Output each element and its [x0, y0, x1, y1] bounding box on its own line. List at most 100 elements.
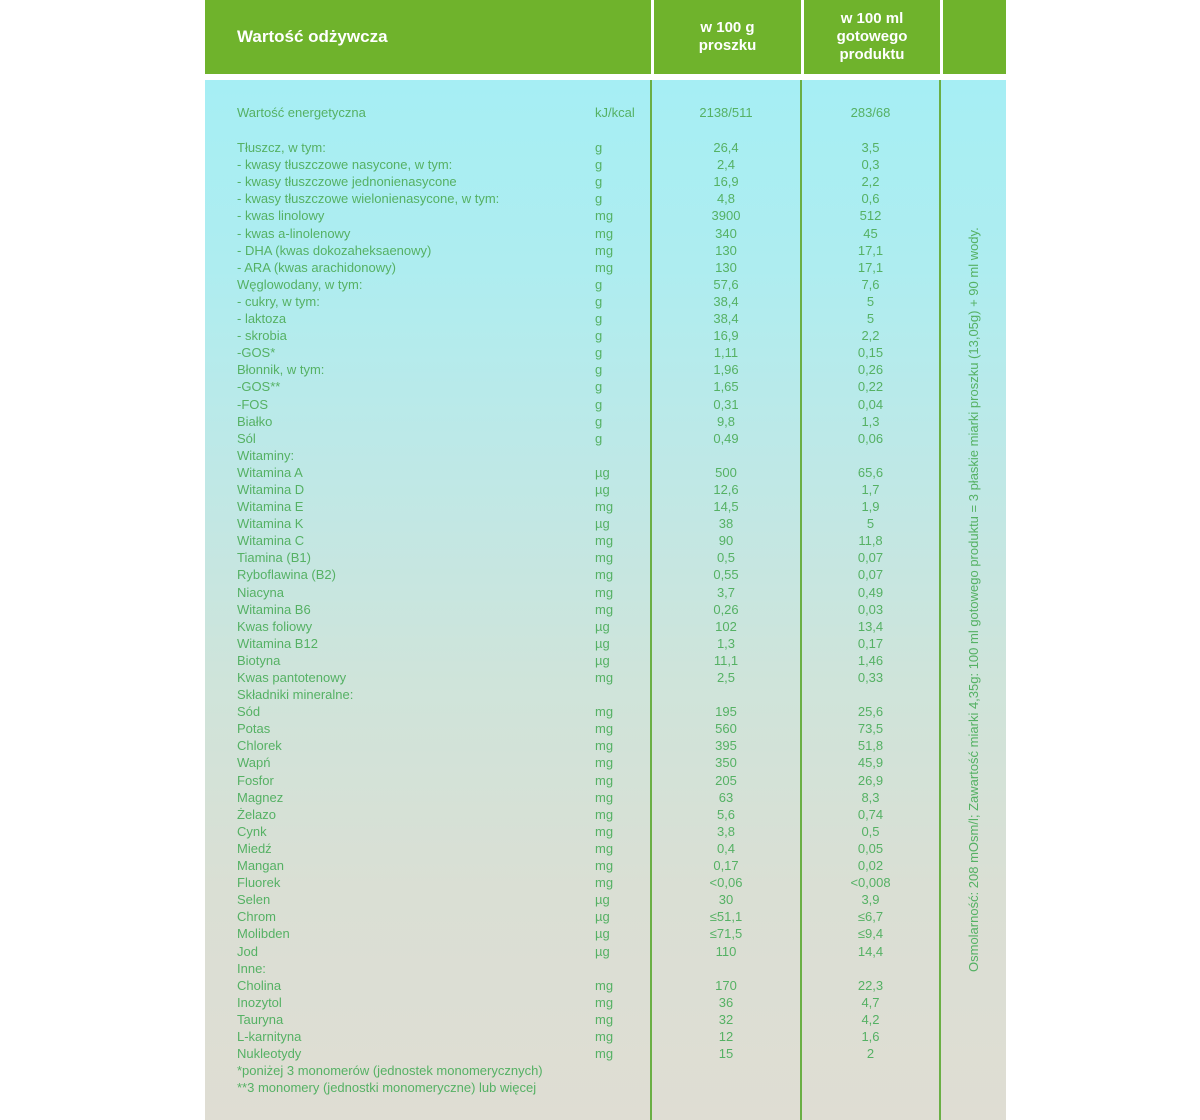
table-row: Molibden µg ≤71,5 ≤9,4 — [205, 925, 1006, 942]
row-value-per-100ml: 17,1 — [857, 259, 884, 275]
row-value-per-100g: 4,8 — [716, 191, 736, 207]
row-unit: µg — [595, 516, 610, 532]
row-value-per-100g: 2,4 — [716, 157, 736, 173]
table-row: Chrom µg ≤51,1 ≤6,7 — [205, 908, 1006, 925]
row-value-per-100g: 2138/511 — [699, 105, 753, 120]
row-value-per-100ml: 0,6 — [861, 191, 880, 207]
row-label: - cukry, w tym: — [237, 293, 320, 309]
row-unit: mg — [595, 977, 614, 993]
table-row: Miedź mg 0,4 0,05 — [205, 840, 1006, 857]
row-label: - ARA (kwas arachidonowy) — [237, 259, 396, 275]
row-unit: mg — [595, 840, 614, 856]
row-label: - skrobia — [237, 328, 287, 344]
row-value-per-100ml: <0,008 — [850, 875, 891, 891]
table-row: Tiamina (B1) mg 0,5 0,07 — [205, 549, 1006, 566]
row-value-per-100ml: 4,2 — [861, 1011, 880, 1027]
row-value-per-100g: 340 — [715, 225, 737, 241]
table-row: Kwas pantotenowy mg 2,5 0,33 — [205, 669, 1006, 686]
row-value-per-100ml — [801, 447, 940, 464]
row-value-per-100ml: 0,15 — [857, 345, 884, 361]
table-row: Biotyna µg 11,1 1,46 — [205, 652, 1006, 669]
row-label: Molibden — [237, 926, 290, 942]
row-value-per-100ml: 2 — [866, 1046, 875, 1062]
table-row: -FOS g 0,31 0,04 — [205, 396, 1006, 413]
row-label: - kwasy tłuszczowe jednonienasycone — [237, 174, 457, 190]
table-row: Węglowodany, w tym: g 57,6 7,6 — [205, 276, 1006, 293]
column-separator — [650, 80, 652, 1120]
row-label: Niacyna — [237, 584, 284, 600]
row-unit: mg — [595, 738, 614, 754]
row-label: - kwasy tłuszczowe nasycone, w tym: — [237, 157, 453, 173]
table-row: - laktoza g 38,4 5 — [205, 310, 1006, 327]
row-unit: mg — [595, 225, 614, 241]
table-row: Nukleotydy mg 15 2 — [205, 1045, 1006, 1062]
row-label: L-karnityna — [237, 1028, 302, 1044]
row-value-per-100ml: 3,5 — [861, 140, 880, 156]
row-value-per-100g: 0,4 — [716, 840, 736, 856]
row-value-per-100ml: 0,02 — [857, 858, 884, 874]
table-row: Żelazo mg 5,6 0,74 — [205, 806, 1006, 823]
row-unit: g — [595, 140, 603, 156]
row-value-per-100g: 1,3 — [716, 635, 736, 651]
row-unit: mg — [595, 1028, 614, 1044]
table-row: Fosfor mg 205 26,9 — [205, 772, 1006, 789]
row-unit: µg — [595, 909, 610, 925]
row-value-per-100ml: 2,2 — [861, 328, 880, 344]
row-value-per-100g: 12 — [718, 1028, 734, 1044]
row-value-per-100ml: 5 — [866, 311, 875, 327]
row-value-per-100ml: 17,1 — [857, 242, 884, 258]
row-label: -FOS — [237, 396, 269, 412]
row-unit: g — [595, 311, 603, 327]
table-row: Witaminy: — [205, 447, 1006, 464]
row-label: Inozytol — [237, 994, 282, 1010]
row-value-per-100ml — [801, 960, 940, 977]
row-value-per-100g: 0,5 — [716, 550, 736, 566]
row-label: Chlorek — [237, 738, 282, 754]
row-label: Miedź — [237, 840, 272, 856]
row-unit: mg — [595, 806, 614, 822]
row-label: Witamina B12 — [237, 635, 318, 651]
row-unit: mg — [595, 670, 614, 685]
table-row: - cukry, w tym: g 38,4 5 — [205, 293, 1006, 310]
row-label: Fosfor — [237, 772, 274, 788]
row-value-per-100ml: 25,6 — [857, 704, 884, 720]
row-label: - kwasy tłuszczowe wielonienasycone, w t… — [237, 191, 500, 207]
row-unit: mg — [595, 994, 614, 1010]
table-row: - kwas linolowy mg 3900 512 — [205, 207, 1006, 224]
row-unit: g — [595, 345, 603, 361]
row-value-per-100g: 1,11 — [713, 345, 739, 361]
row-label: -GOS** — [237, 379, 281, 395]
row-unit: mg — [595, 259, 614, 275]
header-empty-column — [940, 0, 1006, 74]
row-value-per-100ml: 26,9 — [857, 772, 884, 788]
row-unit — [595, 686, 651, 703]
row-value-per-100ml: 0,22 — [857, 379, 884, 395]
row-label: Potas — [237, 721, 271, 737]
row-value-per-100ml: 0,3 — [861, 157, 880, 173]
table-row: Kwas foliowy µg 102 13,4 — [205, 618, 1006, 635]
row-unit: mg — [595, 208, 614, 224]
row-value-per-100g: 32 — [718, 1011, 734, 1027]
row-label: Witamina D — [237, 481, 305, 497]
footnote-gos-double: **3 monomery (jednostki monomeryczne) lu… — [237, 1080, 537, 1096]
table-row: Potas mg 560 73,5 — [205, 720, 1006, 737]
row-value-per-100g: 11,1 — [713, 652, 739, 668]
row-label: - DHA (kwas dokozaheksaenowy) — [237, 242, 432, 258]
row-value-per-100g: 2,5 — [716, 670, 736, 685]
row-value-per-100ml: 13,4 — [857, 618, 884, 634]
row-label: Witamina C — [237, 533, 305, 549]
row-value-per-100ml: ≤6,7 — [857, 909, 884, 925]
table-row: Selen µg 30 3,9 — [205, 891, 1006, 908]
row-unit: mg — [595, 858, 614, 874]
row-label: Kwas pantotenowy — [237, 670, 347, 685]
table-row: Białko g 9,8 1,3 — [205, 413, 1006, 430]
row-unit: mg — [595, 584, 614, 600]
row-label: Mangan — [237, 858, 284, 874]
row-label: Kwas foliowy — [237, 618, 313, 634]
row-label: Witaminy: — [237, 447, 295, 463]
row-unit: mg — [595, 755, 614, 771]
row-value-per-100g: 0,31 — [713, 396, 739, 412]
row-unit: mg — [595, 721, 614, 737]
table-row: Błonnik, w tym: g 1,96 0,26 — [205, 361, 1006, 378]
